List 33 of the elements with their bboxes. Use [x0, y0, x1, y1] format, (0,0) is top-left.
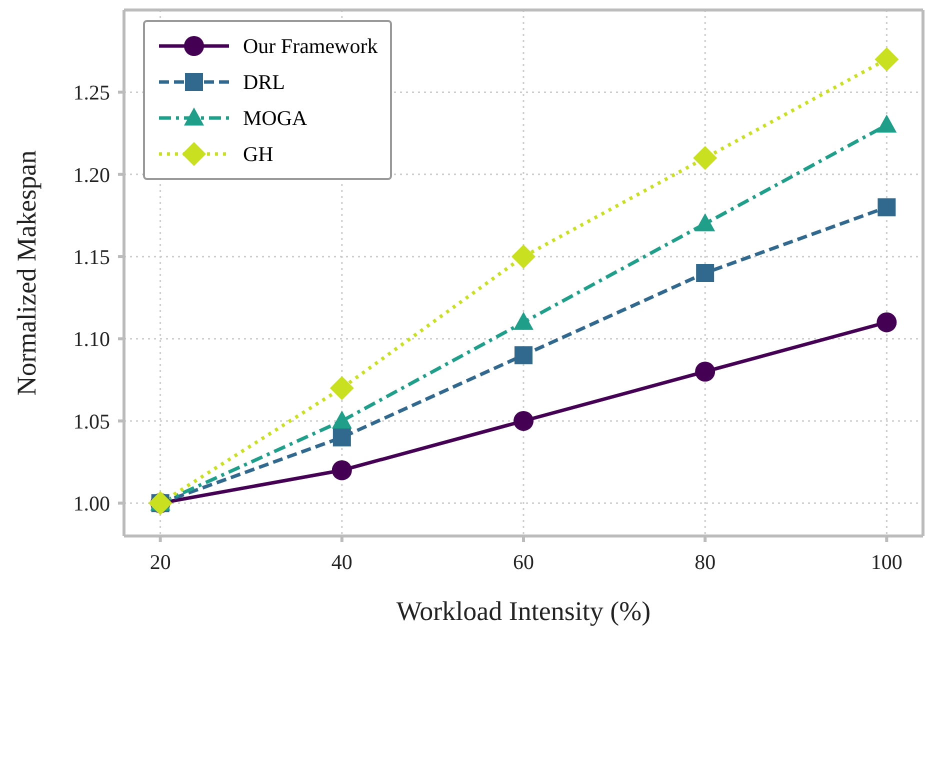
- y-axis-title: Normalized Makespan: [12, 150, 42, 396]
- x-axis-title: Workload Intensity (%): [396, 596, 651, 626]
- x-tick-label: 60: [513, 550, 534, 574]
- point: [512, 244, 536, 269]
- y-tick-label: 1.00: [73, 492, 110, 516]
- x-tick-label: 20: [150, 550, 171, 574]
- point: [332, 428, 351, 446]
- legend-label: Our Framework: [243, 34, 378, 58]
- point: [332, 410, 352, 428]
- point: [514, 312, 534, 330]
- point: [696, 264, 714, 282]
- point: [514, 410, 534, 431]
- point: [874, 47, 899, 72]
- legend-label: MOGA: [243, 106, 308, 130]
- y-tick-label: 1.10: [73, 327, 110, 352]
- point: [695, 213, 716, 232]
- point: [332, 460, 352, 480]
- point: [514, 346, 532, 364]
- x-tick-label: 80: [694, 550, 716, 574]
- point: [878, 198, 896, 216]
- y-tick-label: 1.20: [73, 162, 110, 187]
- y-tick-label: 1.05: [73, 409, 110, 434]
- point: [693, 146, 718, 170]
- y-tick-label: 1.25: [73, 80, 110, 105]
- x-tick-label: 100: [870, 550, 902, 574]
- y-tick-label: 1.15: [73, 245, 110, 270]
- legend-label: GH: [243, 142, 274, 166]
- point: [695, 362, 716, 382]
- x-tick-label: 40: [331, 550, 352, 574]
- point: [330, 376, 354, 400]
- point: [876, 312, 897, 332]
- legend-label: DRL: [243, 70, 285, 94]
- point: [876, 114, 897, 133]
